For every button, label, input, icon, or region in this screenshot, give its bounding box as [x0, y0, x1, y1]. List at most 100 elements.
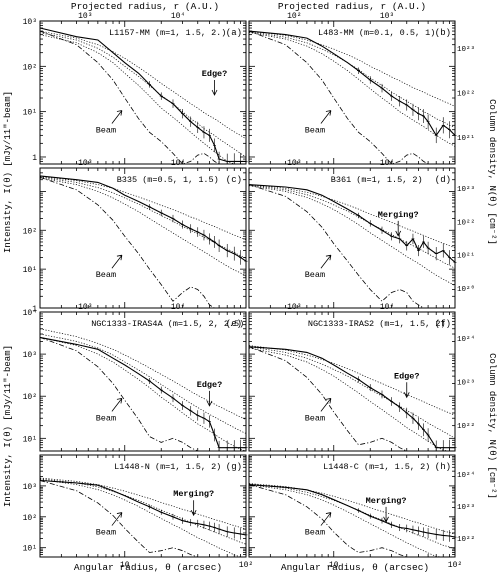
annotation-arrow: [211, 80, 218, 96]
panel-letter: (g): [226, 462, 242, 472]
top-tick-label: 10²: [287, 12, 301, 21]
beam-label: Beam: [305, 413, 325, 423]
panel-frame: [248, 311, 456, 452]
y-tick-label: 10³: [23, 351, 37, 360]
model-curve: [248, 346, 456, 439]
panel-g: 10¹ 10² 10³ 10 10² L1448-N (m=1, 1.5, 2) (g) Be…: [23, 454, 253, 570]
beam-profile: [248, 484, 455, 558]
panel-title: B361 (m=1, 1.5, 2): [331, 175, 423, 185]
top-tick-label: 10⁴: [380, 303, 394, 312]
panel-frame: [248, 454, 456, 558]
annotation-arrow: [190, 500, 197, 517]
annotation-arrow: [395, 220, 402, 237]
right-tick-label: 10²³: [457, 45, 475, 54]
panel-letter: (b): [435, 28, 451, 38]
panel-e: 10¹ 10² 10³ 10⁴ 10³ 10⁴ NGC1333-IRAS4A (m=1.5,…: [23, 303, 248, 452]
beam-arrow: [111, 110, 123, 124]
model-curve: [248, 345, 456, 416]
x-tick-label: 10: [120, 561, 130, 570]
right-tick-label: 10²²: [457, 535, 475, 544]
panel-title: L1448-N (m=1, 1.5, 2): [114, 462, 221, 472]
y-tick-label: 10¹: [23, 545, 37, 554]
y-tick-label: 10²: [23, 514, 37, 523]
panel-frame: [39, 311, 247, 452]
beam-label: Beam: [96, 528, 116, 538]
model-curve: [248, 185, 456, 286]
model-curve: [248, 32, 456, 147]
right-axis-label-lower: Column density, N(θ) [cm⁻²]: [487, 353, 497, 499]
y-tick-label: 10³: [23, 483, 37, 492]
panel-b: 10²¹ 10²² 10²³ 10² 10³ L483-MM (m=0.1, 0.5, 1…: [248, 12, 475, 165]
y-tick-label: 10²: [23, 63, 37, 72]
model-curve: [39, 30, 247, 140]
beam-arrow: [111, 254, 123, 269]
panel-title: NGC1333-IRAS4A (m=1.5, 2, 2.5): [91, 319, 244, 329]
intensity-profile: [248, 346, 455, 449]
model-curve: [39, 479, 246, 558]
panel-title: L1448-C (m=1, 1.5, 2): [323, 462, 430, 472]
y-tick-label: 10²: [23, 227, 37, 236]
right-tick-label: 10²¹: [457, 252, 475, 261]
panel-frame: [39, 20, 247, 165]
beam-profile: [39, 30, 246, 165]
y-tick-label: 1: [32, 154, 37, 163]
top-tick-label: 10⁴: [171, 159, 185, 168]
right-tick-label: 10²¹: [457, 134, 475, 143]
model-curve: [248, 30, 456, 107]
top-tick-label: 10³: [287, 159, 301, 168]
top-tick-label: 10³: [380, 12, 394, 21]
beam-label: Beam: [96, 126, 116, 136]
beam-profile: [248, 184, 455, 309]
panel-title: L483-MM (m=0.1, 0.5, 1): [318, 28, 435, 38]
top-tick-label: 10³: [78, 159, 92, 168]
intensity-profile: [39, 27, 246, 162]
right-tick-label: 10²⁴: [457, 471, 475, 480]
top-tick-label: 10⁴: [171, 12, 185, 21]
right-tick-label: 10²⁰: [457, 285, 475, 294]
x-tick-label: 10: [329, 561, 339, 570]
beam-profile: [39, 480, 246, 558]
top-tick-label: 10³: [78, 12, 92, 21]
beam-arrow: [320, 110, 332, 124]
top-axis-label-left: Projected radius, r (A.U.): [71, 1, 219, 12]
panel-title: L1157-MM (m=1, 1.5, 2.): [109, 28, 226, 38]
right-tick-label: 10²³: [457, 379, 475, 388]
panel-h: 10²² 10²³ 10²⁴ 10 10² L1448-C (m=1, 1.5, 2) (h…: [248, 454, 475, 570]
panel-letter: (d): [435, 175, 451, 185]
beam-arrow: [111, 512, 123, 526]
annotation-arrow: [383, 506, 389, 523]
beam-label: Beam: [96, 270, 116, 280]
model-curve: [39, 177, 247, 277]
left-axis-label-lower: Intensity, I(θ) [mJy/11"-beam]: [3, 345, 13, 507]
panel-annotation: Edge?: [394, 371, 420, 381]
y-tick-label: 10¹: [23, 435, 37, 444]
panel-title: B335 (m=0.5, 1, 1.5): [117, 175, 219, 185]
model-curve: [248, 347, 455, 452]
panel-letter: (f): [435, 319, 451, 329]
beam-label: Beam: [96, 413, 116, 423]
top-tick-label: 10³: [287, 303, 301, 312]
beam-profile: [39, 337, 246, 452]
left-axis-label-upper: Intensity, I(θ) [mJy/11"-beam]: [3, 91, 13, 253]
beam-profile: [39, 176, 246, 309]
panel-frame: [39, 167, 247, 309]
beam-arrow: [320, 398, 332, 412]
beam-arrow: [320, 254, 332, 269]
beam-arrow: [320, 512, 332, 526]
top-axis-label-right: Projected radius, r (A.U.): [278, 1, 426, 12]
y-tick-label: 10¹: [23, 266, 37, 275]
bottom-axis-label-right: Angular radius, θ (arcsec): [281, 562, 429, 573]
panel-frame: [248, 20, 456, 165]
model-curve: [39, 34, 246, 165]
intensity-profile: [248, 184, 456, 263]
right-tick-label: 10²²: [457, 218, 475, 227]
model-curve: [39, 176, 247, 241]
model-curve: [39, 328, 247, 420]
model-curve: [248, 31, 456, 128]
panel-a: 1 10¹ 10² 10³ 10³ 10⁴ L1157-MM (m=1, 1.5, 2.)(…: [23, 12, 248, 165]
panel-annotation: Merging?: [378, 210, 419, 220]
y-tick-label: 10¹: [23, 109, 37, 118]
y-tick-label: 10⁴: [23, 309, 37, 318]
annotation-arrow: [403, 382, 410, 399]
